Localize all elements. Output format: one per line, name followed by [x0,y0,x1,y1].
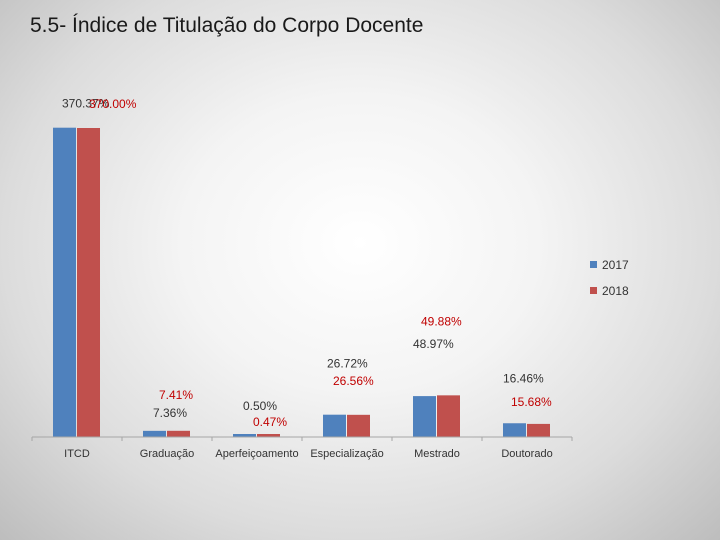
bar-2017-mestrado [413,396,436,437]
data-label-2017: 370.37% [62,97,110,111]
bar-2017-graduação [143,430,166,437]
category-label: Especialização [310,448,383,460]
data-label-2018: 26.56% [333,374,374,388]
category-label: Mestrado [414,448,460,460]
x-axis-ticks [31,437,573,441]
bar-2017-especialização [323,414,346,437]
legend-label-2018: 2018 [602,284,629,298]
bar-2018-aperfeiçoamento [257,434,280,437]
bars-group [53,127,550,437]
data-label-2017: 48.97% [413,337,454,351]
bar-2018-graduação [167,430,190,437]
bar-2017-aperfeiçoamento [233,434,256,437]
data-label-2017: 26.72% [327,357,368,371]
data-labels: 370.37%370.00% 7.36% 7.41% 0.50% 0.47% 26.72%… [62,97,552,429]
data-label-2018: 15.68% [511,395,552,409]
bar-2017-itcd [53,127,76,437]
bar-2018-itcd [77,128,100,437]
bar-2018-mestrado [437,395,460,437]
legend: 2017 2018 [590,258,629,298]
data-label-2017: 16.46% [503,371,544,385]
data-label-2017: 0.50% [243,399,277,413]
data-label-2018: 0.47% [253,415,287,429]
category-label: Doutorado [501,448,552,460]
category-label: Aperfeiçoamento [215,448,298,460]
data-label-2018: 370.00% [89,97,137,111]
category-label: Graduação [140,448,194,460]
legend-label-2017: 2017 [602,258,629,272]
bar-2017-doutorado [503,423,526,437]
data-label-2017: 7.36% [153,406,187,420]
bar-2018-doutorado [527,423,550,437]
data-label-2018: 49.88% [421,314,462,328]
legend-swatch-2018 [590,287,597,294]
category-labels: ITCD Graduação Aperfeiçoamento Especializaç… [64,448,553,460]
bar-2018-especialização [347,414,370,437]
legend-swatch-2017 [590,261,597,268]
slide-title: 5.5- Índice de Titulação do Corpo Docent… [30,14,424,37]
category-label: ITCD [64,448,90,460]
data-label-2018: 7.41% [159,388,193,402]
